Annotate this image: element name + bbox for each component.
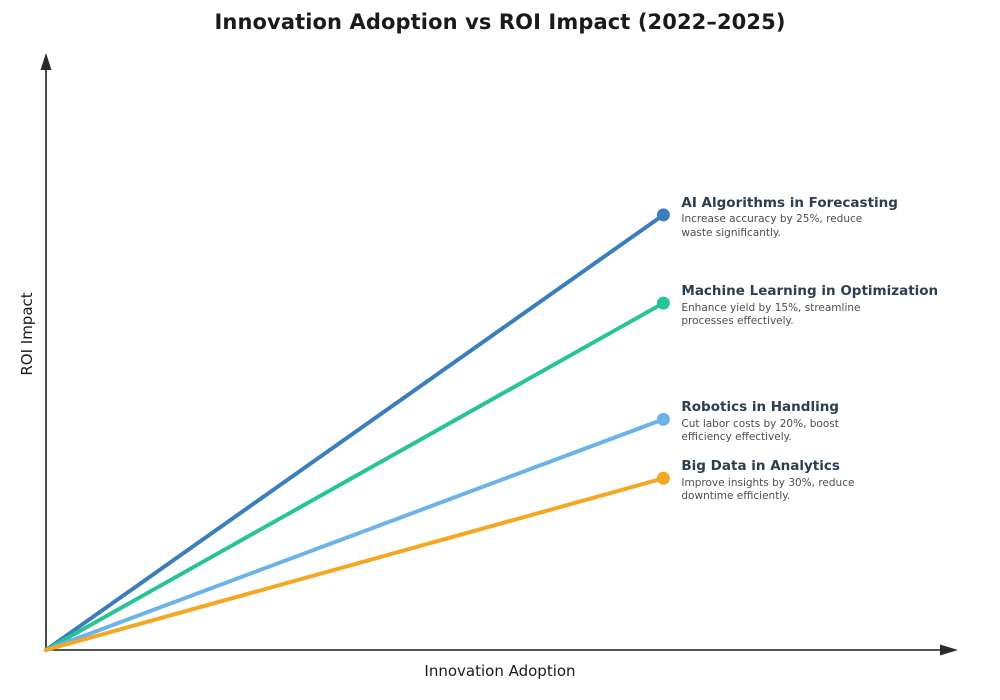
series-annotation-title: Robotics in Handling	[681, 399, 839, 416]
chart-title: Innovation Adoption vs ROI Impact (2022–…	[214, 10, 786, 34]
series-annotation-description: Enhance yield by 15%, streamline process…	[681, 301, 861, 328]
series-annotation: Machine Learning in Optimization Enhance …	[681, 284, 981, 328]
series-endpoint-marker[interactable]	[656, 471, 670, 485]
series-annotation-title: Big Data in Analytics	[681, 458, 840, 475]
series-annotation-description: Cut labor costs by 20%, boost efficiency…	[681, 417, 839, 444]
axes-group	[40, 53, 958, 656]
series-annotation: Big Data in Analytics Improve insights by…	[681, 459, 981, 503]
series-line	[44, 478, 659, 652]
series-annotation: AI Algorithms in Forecasting Increase acc…	[681, 194, 981, 240]
series-annotation-title: Machine Learning in Optimization	[681, 283, 939, 300]
series-markers-group	[656, 208, 670, 485]
series-line	[44, 419, 659, 652]
y-axis-label: ROI Impact	[18, 292, 36, 376]
y-axis-arrowhead	[40, 53, 52, 70]
series-annotation-description: Improve insights by 30%, reduce downtime…	[681, 476, 855, 503]
series-annotation-description: Increase accuracy by 25%, reduce waste s…	[681, 213, 863, 239]
series-annotation-title: AI Algorithms in Forecasting	[681, 194, 898, 211]
series-endpoint-marker[interactable]	[656, 296, 670, 310]
series-endpoint-marker[interactable]	[656, 412, 670, 426]
series-annotation: Robotics in Handling Cut labor costs by 2…	[681, 400, 981, 444]
series-endpoint-marker[interactable]	[656, 208, 670, 222]
x-axis-arrowhead	[940, 644, 958, 656]
series-line	[44, 216, 660, 652]
x-axis-label: Innovation Adoption	[424, 662, 576, 680]
series-lines-group	[44, 216, 660, 652]
series-line	[44, 304, 660, 652]
